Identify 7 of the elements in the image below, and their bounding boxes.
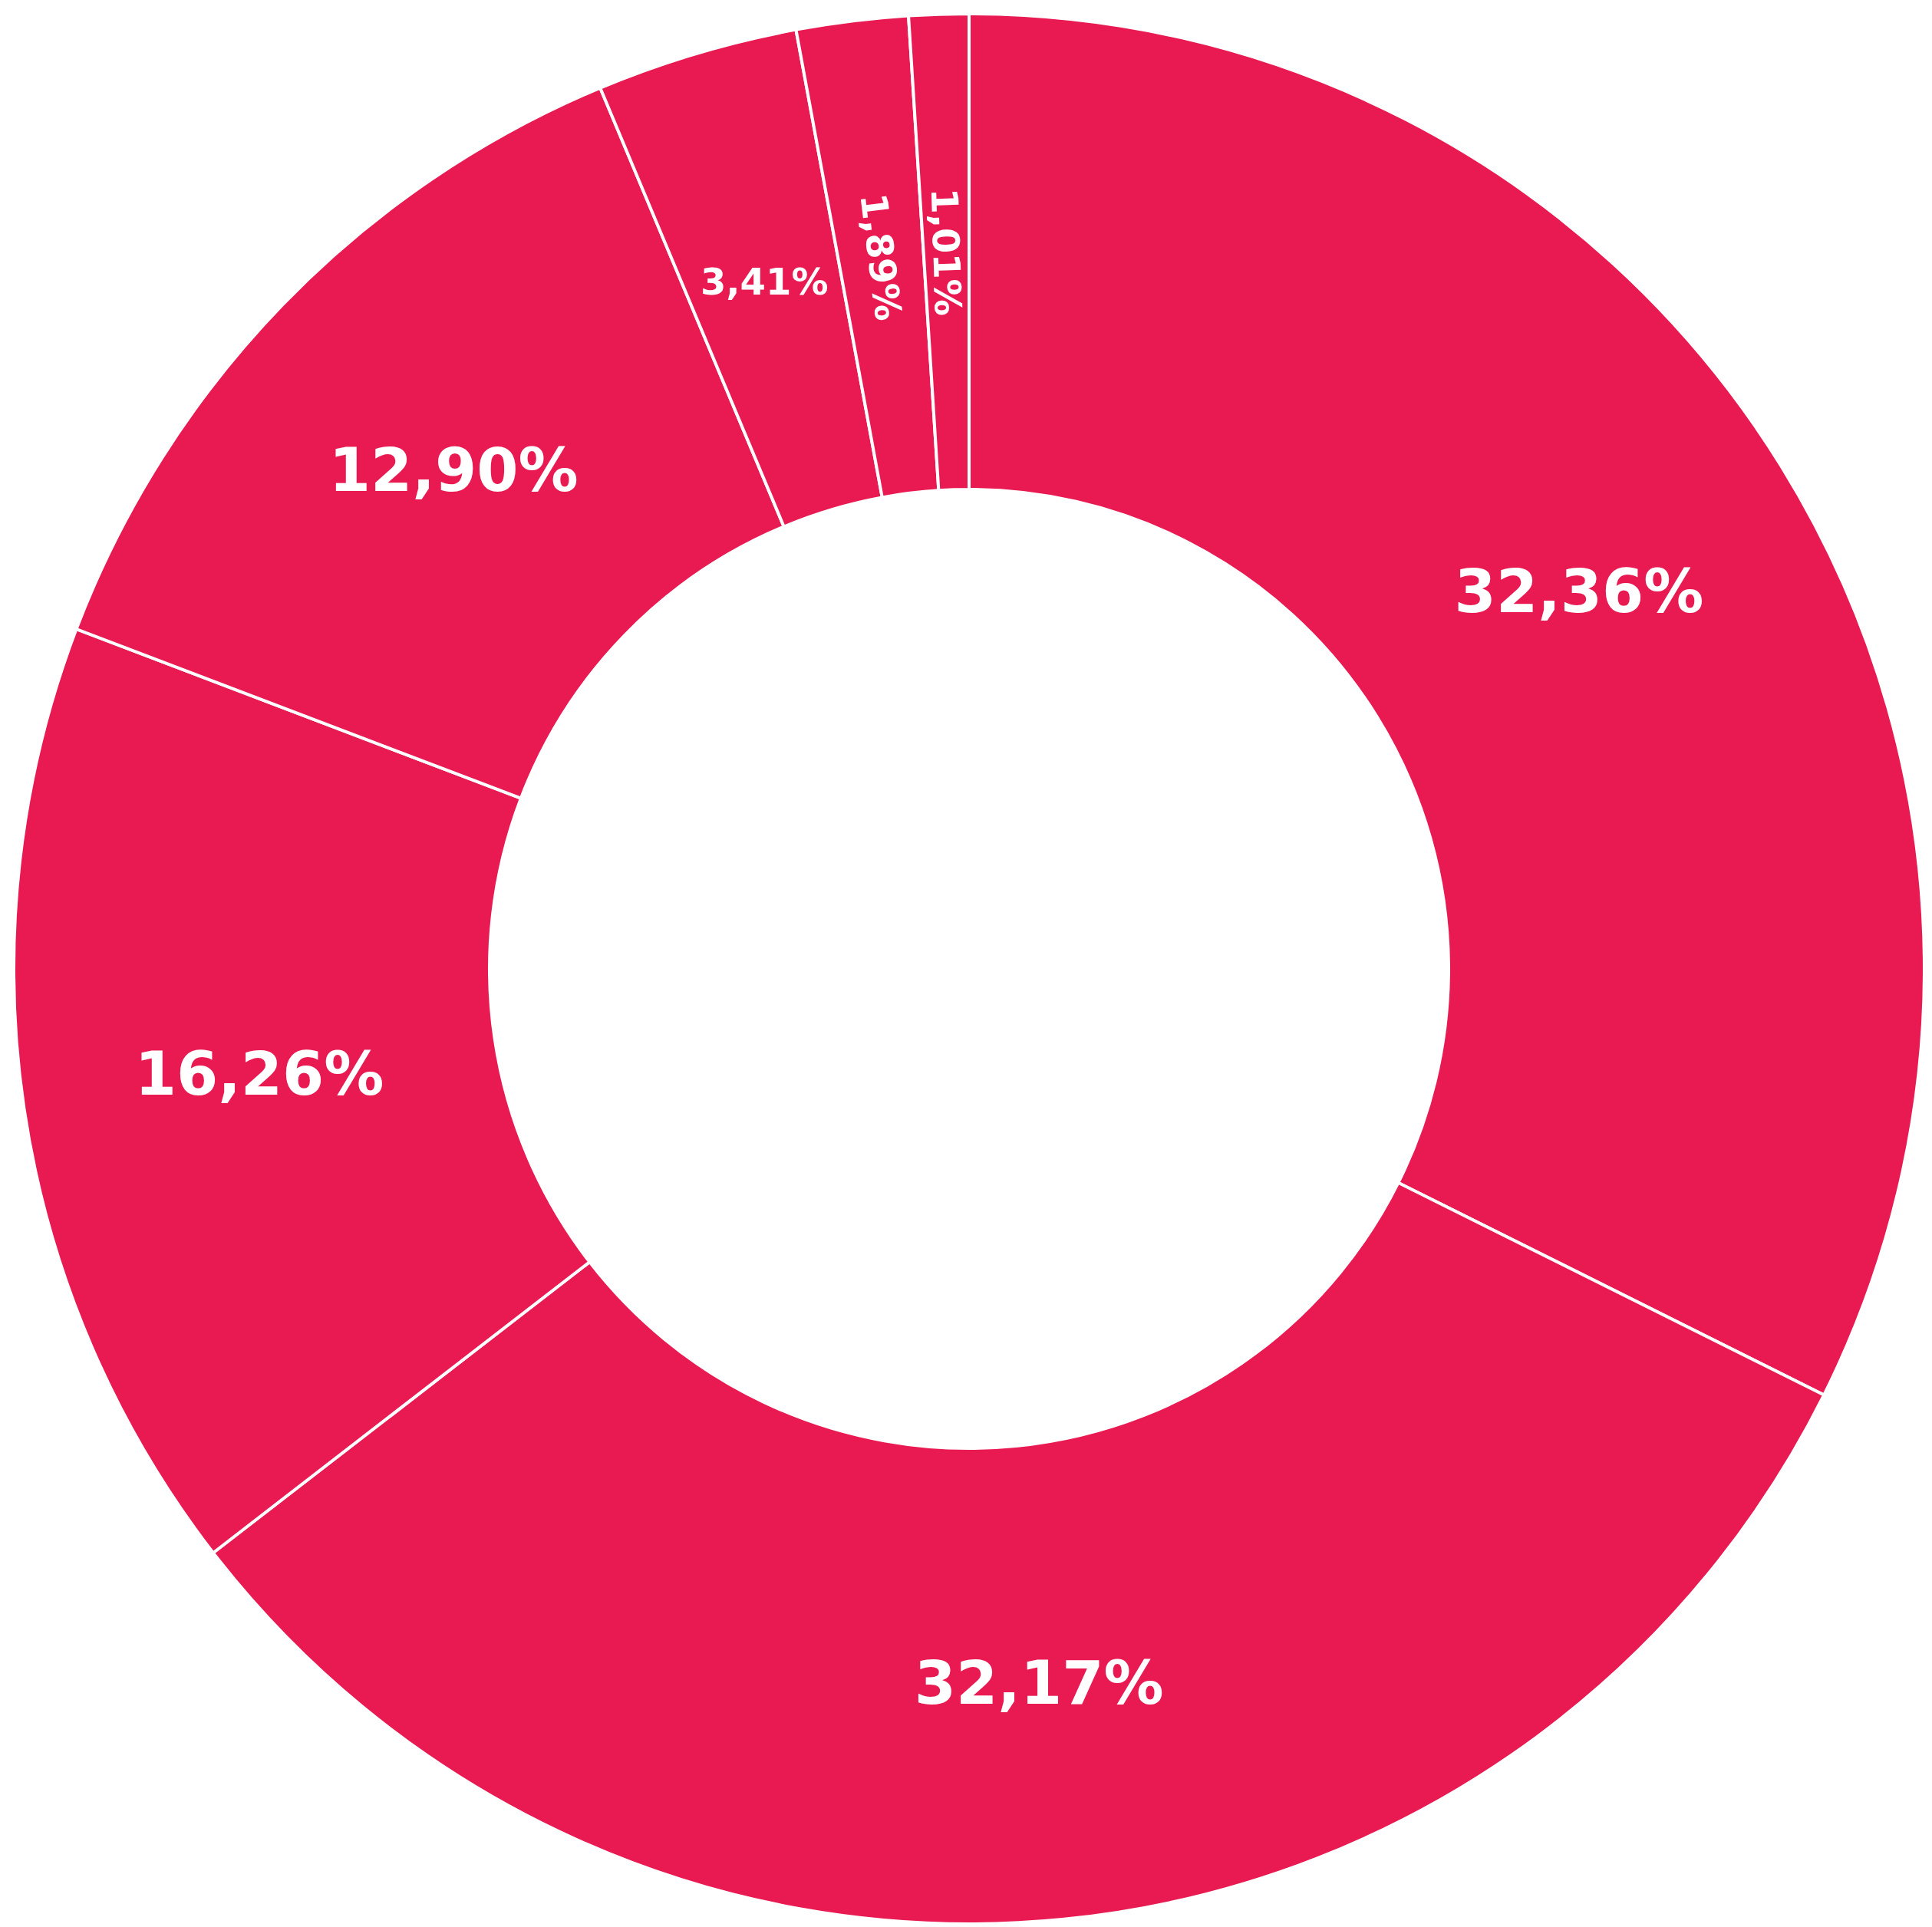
data-label: 32,36%	[1454, 556, 1704, 626]
data-label: 16,26%	[134, 1039, 384, 1108]
data-label: 3,41%	[700, 259, 829, 303]
data-label: 32,17%	[914, 1648, 1164, 1718]
data-label: 1,01%	[922, 187, 970, 317]
data-label: 1,89%	[852, 190, 911, 324]
data-label: 12,90%	[328, 435, 579, 505]
